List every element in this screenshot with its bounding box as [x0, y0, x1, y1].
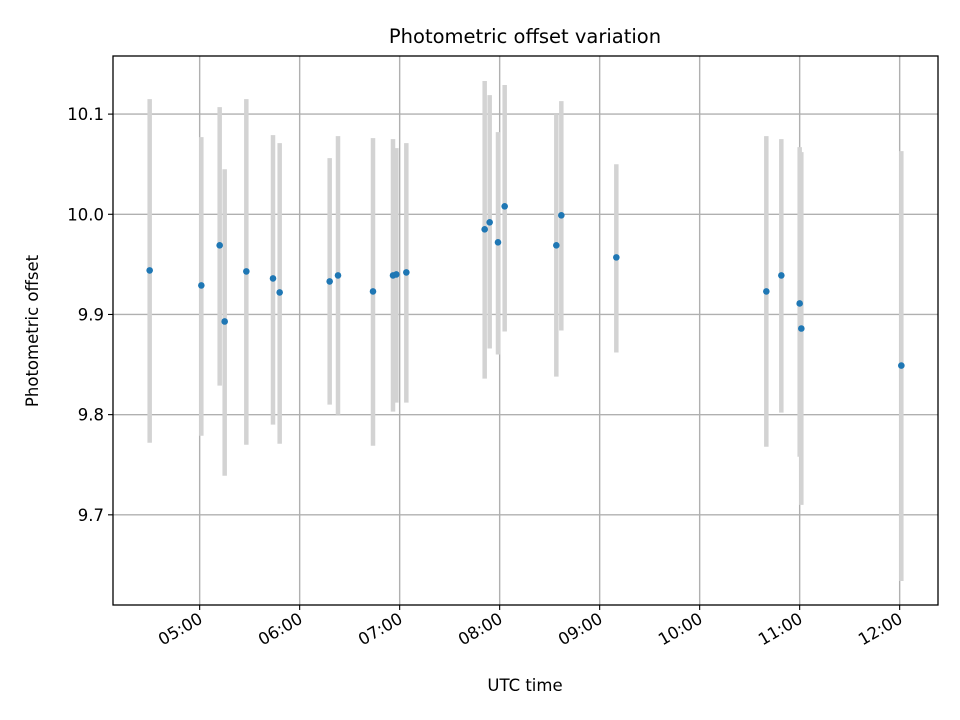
- data-point: [494, 239, 502, 246]
- data-point: [898, 362, 905, 369]
- y-tick-label: 9.9: [78, 305, 104, 324]
- data-point: [221, 318, 228, 325]
- data-point: [369, 288, 377, 295]
- y-tick-label: 10.1: [67, 105, 104, 124]
- data-point: [481, 226, 488, 233]
- data-point: [403, 269, 410, 276]
- data-point: [763, 288, 770, 295]
- data-point: [216, 242, 223, 249]
- data-point: [798, 325, 805, 332]
- data-point: [146, 267, 153, 274]
- data-point: [326, 278, 333, 285]
- data-point: [613, 254, 620, 261]
- data-point: [778, 272, 785, 279]
- chart-title: Photometric offset variation: [389, 25, 661, 48]
- data-point: [276, 289, 283, 296]
- y-tick-label: 9.7: [78, 506, 104, 525]
- data-point: [243, 268, 250, 275]
- data-point: [198, 282, 205, 289]
- data-point: [334, 272, 342, 279]
- x-axis-label: UTC time: [487, 676, 562, 695]
- data-point: [558, 211, 565, 219]
- y-tick-label: 10.0: [67, 205, 104, 224]
- data-point: [486, 219, 493, 226]
- data-point: [269, 275, 277, 282]
- plot-frame: [112, 55, 939, 606]
- data-point: [553, 242, 560, 249]
- y-tick-label: 9.8: [78, 406, 104, 425]
- data-point: [501, 202, 508, 210]
- point-layer: [146, 202, 905, 369]
- data-point: [796, 300, 803, 307]
- data-point: [393, 271, 400, 278]
- y-axis-label: Photometric offset: [23, 254, 42, 407]
